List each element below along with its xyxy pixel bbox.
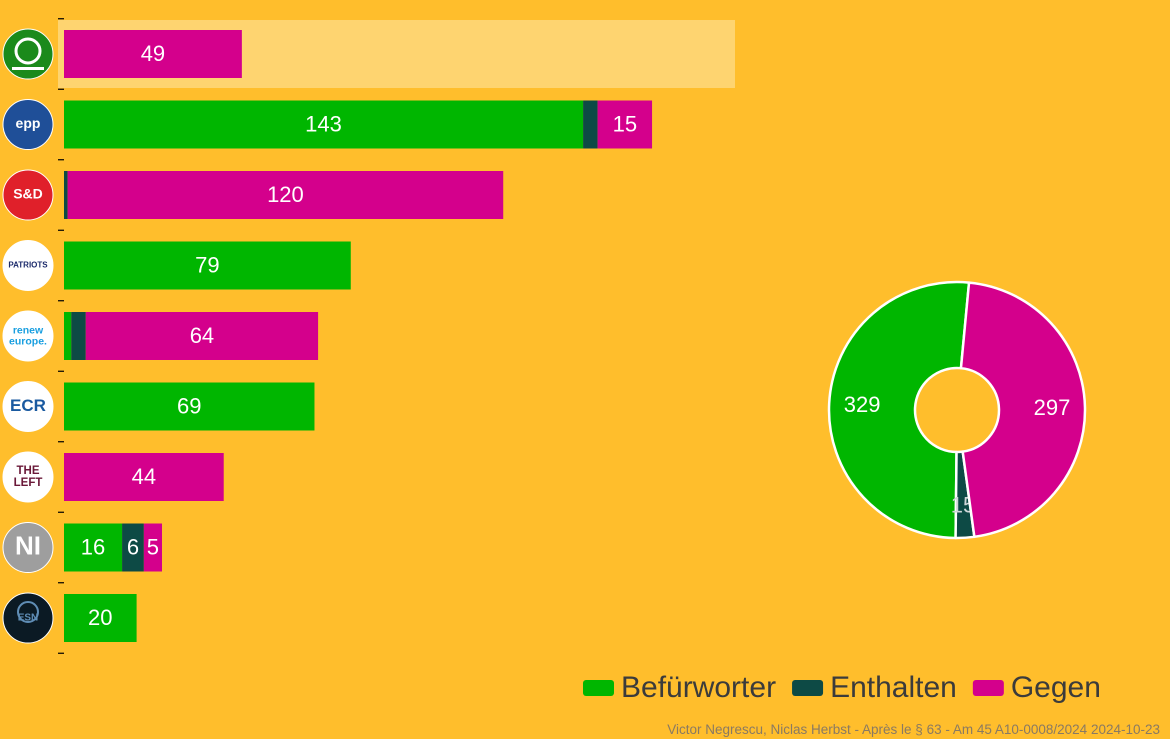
legend-label-gegen: Gegen bbox=[1011, 671, 1101, 704]
logo-label: PATRIOTS bbox=[8, 261, 48, 270]
epp-logo: epp bbox=[2, 99, 54, 150]
legend-swatch-enthalten bbox=[792, 680, 824, 696]
bar-segment-epp-enthalten bbox=[583, 100, 598, 149]
bar-segment-epp-gegen bbox=[597, 100, 653, 149]
bar-segment-epp-befurworter bbox=[64, 100, 584, 149]
ni-logo: NI bbox=[2, 522, 54, 573]
bar-label-ecr-befurworter: 69 bbox=[177, 393, 201, 418]
bar-label-patriots-befurworter: 79 bbox=[195, 252, 219, 277]
bar-segment-ni-befurworter bbox=[64, 523, 123, 572]
logo-label: THE bbox=[17, 465, 40, 477]
credit-line: Victor Negrescu, Niclas Herbst - Après l… bbox=[667, 722, 1160, 737]
sd-logo: S&D bbox=[2, 169, 54, 221]
bar-segment-renew-europe-enthalten bbox=[71, 312, 86, 360]
bar-label-ni-gegen: 5 bbox=[147, 534, 159, 559]
legend-swatch-bef-rworter bbox=[583, 680, 614, 696]
bar-segment-s-d-gegen bbox=[67, 171, 504, 219]
logo-label: ECR bbox=[10, 396, 46, 415]
bar-label-epp-gegen: 15 bbox=[613, 111, 637, 136]
legend-label-bef-rworter: Befürworter bbox=[621, 671, 776, 704]
bar-label-s-d-gegen: 120 bbox=[267, 182, 304, 207]
donut-slice-bef-rworter bbox=[827, 280, 971, 540]
ecr-logo: ECR bbox=[2, 381, 54, 432]
bar-segment-greens-efa-gegen bbox=[64, 30, 242, 78]
bar-label-esn-befurworter: 20 bbox=[88, 605, 112, 630]
logo-label: europe. bbox=[9, 335, 47, 347]
logo-label: S&D bbox=[13, 186, 43, 202]
logo-label: LEFT bbox=[14, 477, 43, 489]
patriots-logo: PATRIOTS bbox=[2, 240, 54, 291]
bar-segment-renew-europe-befurworter bbox=[64, 312, 72, 360]
legend: Befürworter Enthalten Gegen bbox=[583, 671, 1101, 704]
bar-segment-ni-enthalten bbox=[122, 523, 144, 572]
bar-label-ni-enthalten: 6 bbox=[127, 534, 139, 559]
legend-swatch-gegen bbox=[972, 680, 1004, 696]
bar-label-epp-befurworter: 143 bbox=[305, 111, 342, 136]
bar-label-the-left-gegen: 44 bbox=[132, 464, 156, 489]
bar-segment-esn-befurworter bbox=[64, 594, 137, 642]
bar-label-ni-befurworter: 16 bbox=[81, 534, 105, 559]
greens-efa-logo bbox=[2, 28, 54, 80]
bar-segment-patriots-befurworter bbox=[64, 241, 351, 290]
logo-label: renew bbox=[13, 324, 44, 336]
bar-segment-ni-gegen bbox=[143, 523, 163, 572]
bar-segment-renew-europe-gegen bbox=[85, 312, 319, 360]
logo-label: ESN bbox=[18, 613, 39, 624]
bar-segment-s-d-enthalten bbox=[64, 171, 68, 219]
bar-label-renew-europe-gegen: 64 bbox=[190, 323, 214, 348]
bar-segment-the-left-gegen bbox=[64, 453, 224, 501]
bar-segment-ecr-befurworter bbox=[64, 382, 315, 431]
donut-label-gegen: 297 bbox=[1034, 395, 1071, 420]
bar-label-greens-efa-gegen: 49 bbox=[141, 41, 165, 66]
logo-label: epp bbox=[16, 115, 41, 131]
donut-label-bef-rworter: 329 bbox=[844, 392, 881, 417]
legend-label-enthalten: Enthalten bbox=[830, 671, 957, 704]
logo-label: NI bbox=[15, 530, 41, 560]
donut-slice-gegen bbox=[959, 281, 1087, 539]
esn-logo: ESN bbox=[2, 592, 54, 644]
